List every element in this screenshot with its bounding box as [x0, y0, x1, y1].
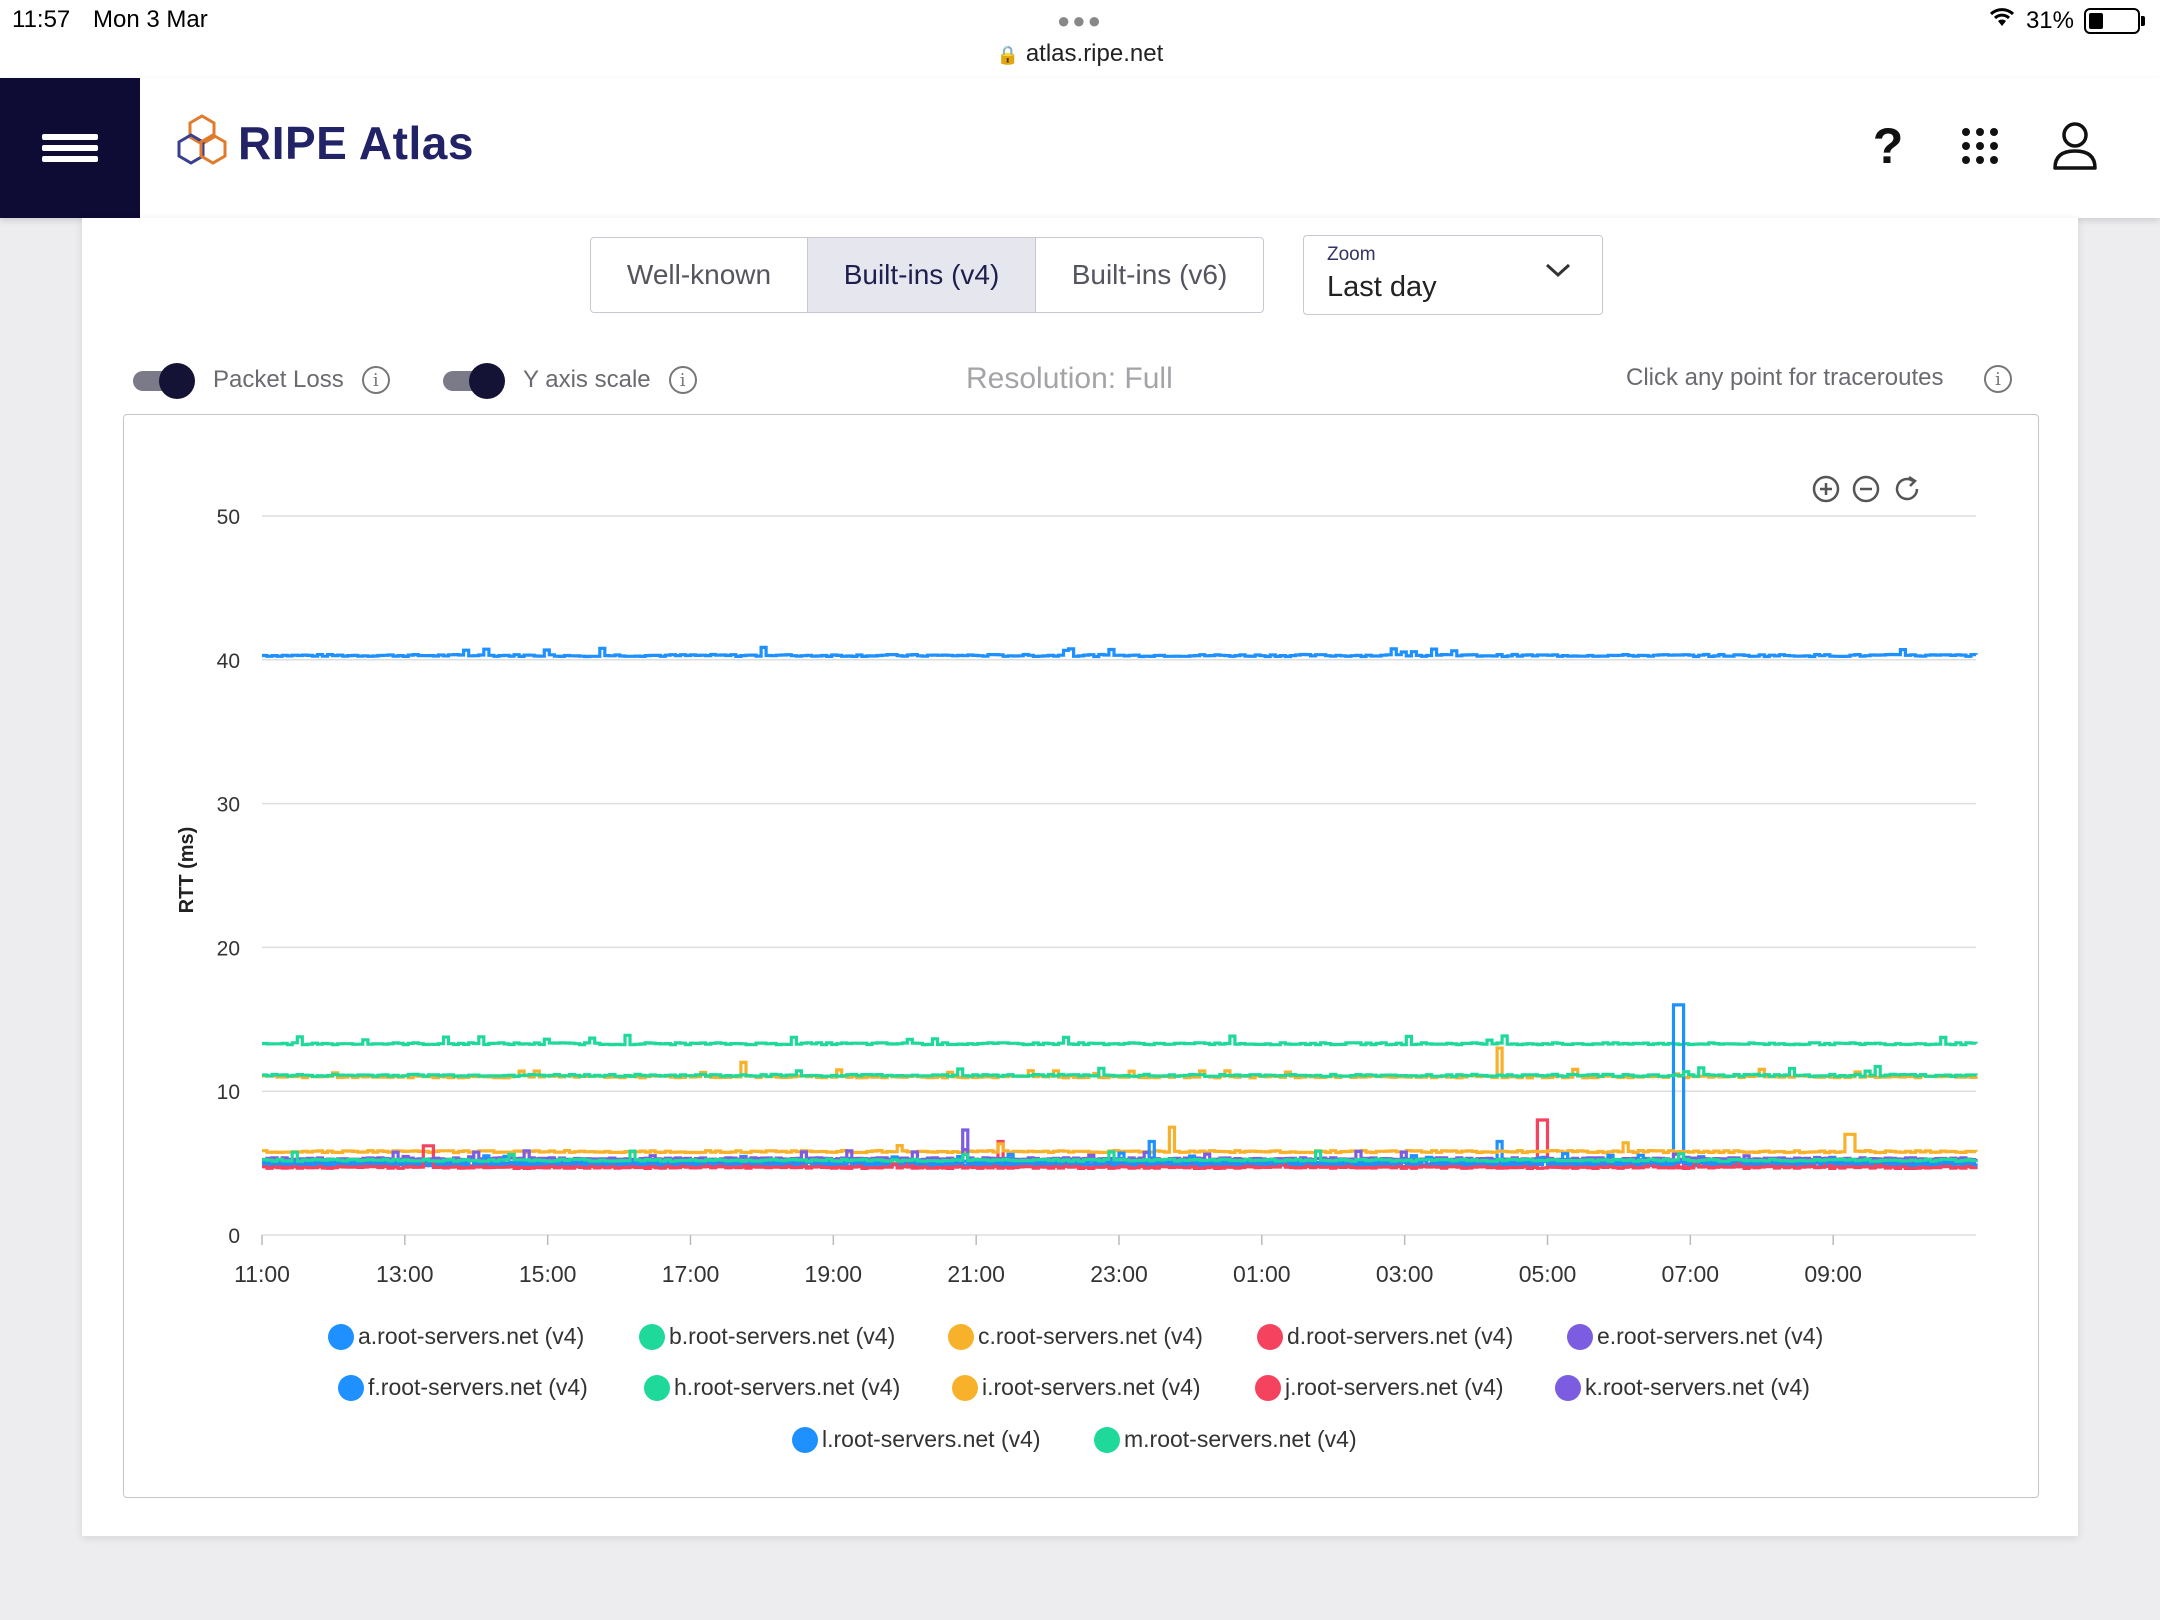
help-icon[interactable]: ?: [1872, 118, 1904, 174]
traceroute-hint: Click any point for traceroutes: [1626, 364, 1944, 391]
legend-label: a.root-servers.net (v4): [358, 1323, 585, 1349]
traceroute-info-icon[interactable]: i: [1984, 365, 2012, 393]
legend-label: l.root-servers.net (v4): [822, 1426, 1041, 1452]
legend-label: i.root-servers.net (v4): [982, 1374, 1201, 1400]
legend-color-dot: [1555, 1374, 1581, 1401]
y-axis-scale-toggle[interactable]: [443, 363, 505, 399]
packet-loss-control: Packet Loss i: [133, 360, 390, 400]
multitask-dots-icon[interactable]: ●●●: [1057, 8, 1103, 33]
tab-built-ins-v6[interactable]: Built-ins (v6): [1071, 259, 1228, 290]
wifi-icon: [1988, 6, 2016, 35]
legend-label: m.root-servers.net (v4): [1124, 1426, 1357, 1452]
hamburger-menu-button[interactable]: [0, 78, 140, 218]
ios-status-bar: 11:57 Mon 3 Mar ●●● 🔒 atlas.ripe.net 31%: [0, 0, 2160, 79]
y-axis-scale-label: Y axis scale: [523, 366, 651, 393]
legend-color-dot: [952, 1374, 978, 1401]
legend-item[interactable]: j.root-servers.net (v4): [1255, 1374, 1504, 1401]
y-axis-info-icon[interactable]: i: [668, 366, 697, 394]
legend-color-dot: [1257, 1323, 1283, 1350]
legend-label: h.root-servers.net (v4): [674, 1374, 901, 1400]
legend-item[interactable]: i.root-servers.net (v4): [952, 1374, 1201, 1401]
url-text: atlas.ripe.net: [1025, 40, 1164, 67]
legend-color-dot: [1255, 1374, 1281, 1401]
chevron-down-icon: [1544, 260, 1572, 285]
legend-label: j.root-servers.net (v4): [1285, 1374, 1504, 1400]
resolution-label: Resolution: Full: [966, 362, 1173, 395]
legend-color-dot: [1094, 1426, 1120, 1453]
legend-item[interactable]: e.root-servers.net (v4): [1567, 1323, 1823, 1350]
legend-color-dot: [792, 1426, 818, 1453]
legend-item[interactable]: a.root-servers.net (v4): [328, 1323, 584, 1350]
legend-item[interactable]: l.root-servers.net (v4): [792, 1426, 1041, 1453]
legend-label: c.root-servers.net (v4): [978, 1323, 1203, 1349]
hexagon-logo-icon: [176, 113, 228, 172]
zoom-value: Last day: [1327, 271, 1437, 303]
packet-loss-toggle[interactable]: [133, 363, 195, 399]
battery-icon: [2084, 7, 2145, 34]
status-time: 11:57: [12, 6, 71, 33]
rtt-chart-container: [123, 414, 2039, 1498]
legend-color-dot: [1567, 1323, 1593, 1350]
battery-percent: 31%: [2025, 6, 2074, 34]
legend-item[interactable]: m.root-servers.net (v4): [1094, 1426, 1357, 1453]
zoom-select[interactable]: Zoom Last day: [1303, 235, 1603, 315]
tab-well-known[interactable]: Well-known: [591, 238, 808, 312]
legend-label: e.root-servers.net (v4): [1597, 1323, 1824, 1349]
user-account-icon[interactable]: [2045, 116, 2105, 176]
address-bar[interactable]: 🔒 atlas.ripe.net: [0, 40, 2160, 68]
legend-label: k.root-servers.net (v4): [1585, 1374, 1810, 1400]
legend-item[interactable]: d.root-servers.net (v4): [1257, 1323, 1513, 1350]
legend-item[interactable]: k.root-servers.net (v4): [1555, 1374, 1810, 1401]
status-date: Mon 3 Mar: [93, 6, 208, 33]
brand-name: RIPE Atlas: [238, 116, 474, 169]
legend-color-dot: [644, 1374, 670, 1401]
apps-grid-icon[interactable]: [1950, 116, 2010, 176]
lock-icon: 🔒: [996, 45, 1020, 65]
legend-item[interactable]: h.root-servers.net (v4): [644, 1374, 900, 1401]
legend-color-dot: [639, 1323, 665, 1350]
zoom-in-icon[interactable]: [1811, 474, 1841, 509]
legend-label: b.root-servers.net (v4): [669, 1323, 896, 1349]
y-axis-scale-control: Y axis scale i: [443, 360, 697, 400]
zoom-label: Zoom: [1327, 244, 1376, 265]
app-header: RIPE Atlas ?: [0, 78, 2160, 218]
ripe-atlas-logo[interactable]: RIPE Atlas: [176, 113, 474, 172]
legend-label: f.root-servers.net (v4): [368, 1374, 588, 1400]
packet-loss-info-icon[interactable]: i: [361, 366, 390, 394]
legend-label: d.root-servers.net (v4): [1287, 1323, 1514, 1349]
probe-tabs: Well-known Built-ins (v4) Built-ins (v6): [590, 237, 1264, 313]
legend-item[interactable]: c.root-servers.net (v4): [948, 1323, 1203, 1350]
tab-built-ins-v4[interactable]: Built-ins (v4): [808, 238, 1036, 312]
legend-item[interactable]: f.root-servers.net (v4): [338, 1374, 588, 1401]
packet-loss-label: Packet Loss: [213, 366, 344, 393]
legend-color-dot: [328, 1323, 354, 1350]
legend-color-dot: [948, 1323, 974, 1350]
reset-zoom-icon[interactable]: [1892, 474, 1922, 509]
zoom-out-icon[interactable]: [1851, 474, 1881, 509]
legend-item[interactable]: b.root-servers.net (v4): [639, 1323, 895, 1350]
legend-color-dot: [338, 1374, 364, 1401]
